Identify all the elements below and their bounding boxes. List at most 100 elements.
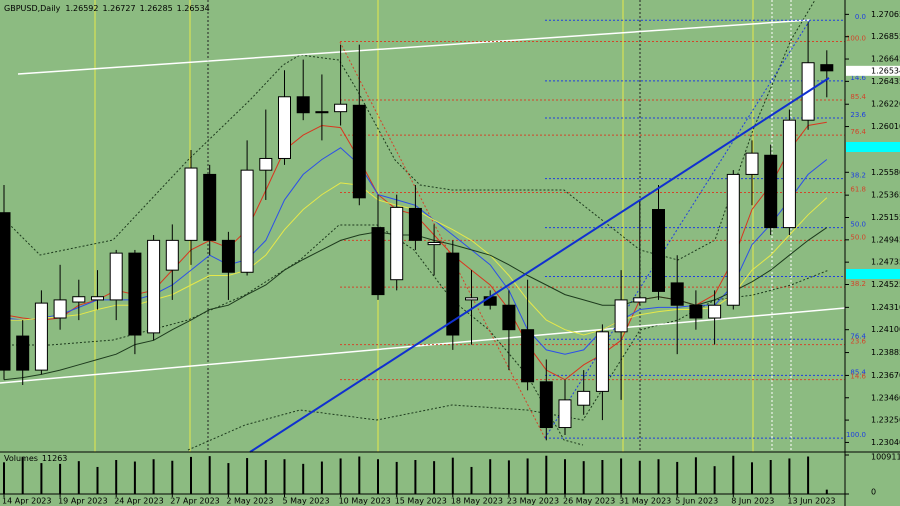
level-marker — [846, 269, 900, 279]
candle-body — [371, 227, 385, 296]
y-tick-label: 1.23250 — [871, 416, 900, 425]
fib-level-label: 23.6 — [850, 338, 866, 346]
x-tick-label: 19 Apr 2023 — [58, 497, 107, 506]
candle-body — [427, 241, 441, 246]
x-tick-label: 23 May 2023 — [507, 497, 559, 506]
fib-level-label: 100.0 — [846, 34, 866, 42]
candle-body — [240, 169, 254, 273]
candle-body — [633, 297, 647, 303]
fib-level-label: 38.2 — [850, 280, 866, 288]
candle-body — [577, 390, 591, 406]
x-tick-label: 5 May 2023 — [283, 497, 330, 506]
volume-title: Volumes — [4, 454, 38, 463]
x-tick-label: 5 Jun 2023 — [675, 497, 718, 506]
fib-level-label: 38.2 — [850, 172, 866, 180]
candle-body — [184, 167, 198, 241]
candle-body — [670, 282, 684, 306]
symbol: GBPUSD,Daily — [4, 4, 61, 13]
volume-tick-label: 0 — [871, 488, 876, 497]
trend-line — [0, 307, 846, 384]
fib-level-label: 23.6 — [850, 111, 866, 119]
candle-body — [446, 252, 460, 336]
candle-body — [502, 304, 516, 331]
candle-body — [745, 152, 759, 175]
candle-body — [352, 104, 366, 199]
candle-body — [147, 239, 161, 334]
x-tick-label: 24 Apr 2023 — [114, 497, 163, 506]
header-open: 1.26592 — [65, 4, 98, 13]
header-low: 1.26285 — [140, 4, 173, 13]
y-tick-label: 1.26220 — [871, 100, 900, 109]
candle-body — [53, 299, 67, 319]
y-tick-label: 1.24735 — [871, 258, 900, 267]
fib-diagonal — [544, 19, 811, 439]
y-tick-label: 1.24310 — [871, 303, 900, 312]
candle-body — [0, 212, 11, 371]
volume-tick-label: 100911 — [871, 453, 900, 462]
x-tick-label: 2 May 2023 — [226, 497, 273, 506]
candle-body — [595, 331, 609, 392]
chart-header: GBPUSD,Daily 1.26592 1.26727 1.26285 1.26534 — [4, 4, 210, 13]
candle-body — [296, 96, 310, 114]
candle-body — [764, 154, 778, 229]
fib-level-label: 14.6 — [850, 74, 866, 82]
candle-body — [334, 103, 348, 113]
fib-level-label: 61.8 — [850, 185, 866, 193]
x-tick-label: 8 Jun 2023 — [731, 497, 774, 506]
candle-body — [128, 252, 142, 336]
y-tick-label: 1.26010 — [871, 122, 900, 131]
x-tick-label: 18 May 2023 — [451, 497, 503, 506]
trend-line — [17, 19, 811, 75]
candle-body — [390, 206, 404, 281]
candle-body — [689, 304, 703, 319]
fib-level-label: 76.4 — [850, 332, 866, 340]
candle-body — [726, 173, 740, 306]
candle-body — [408, 207, 422, 241]
y-tick-label: 1.26435 — [871, 77, 900, 86]
header-high: 1.26727 — [102, 4, 135, 13]
candle-body — [539, 381, 553, 429]
volume-value: 11263 — [42, 454, 67, 463]
volume-header: Volumes 11263 — [4, 454, 67, 463]
current-price-box — [846, 65, 900, 76]
x-tick-label: 27 Apr 2023 — [170, 497, 219, 506]
fib-level-label: 50.0 — [850, 233, 866, 241]
lower-band — [0, 224, 584, 446]
trend-line — [249, 77, 830, 453]
candle-body — [278, 96, 291, 159]
candle-body — [465, 297, 478, 301]
y-tick-label: 1.23885 — [871, 348, 900, 357]
candle-body — [221, 239, 235, 273]
y-tick-label: 1.24945 — [871, 235, 900, 244]
candle-body — [820, 64, 834, 72]
y-tick-label: 1.25155 — [871, 213, 900, 222]
fib-level-label: 14.6 — [850, 373, 866, 381]
upper-band — [0, 0, 816, 261]
candles — [0, 22, 834, 441]
fib-level-label: 76.4 — [850, 128, 866, 136]
lower-band — [187, 269, 830, 451]
candle-body — [165, 239, 179, 271]
candle-body — [558, 399, 572, 429]
y-tick-label: 1.25580 — [871, 168, 900, 177]
candle-body — [203, 173, 217, 241]
y-tick-label: 1.24100 — [871, 325, 900, 334]
candle-body — [708, 304, 722, 319]
fib-level-label: 100.0 — [846, 431, 866, 439]
x-tick-label: 15 May 2023 — [395, 497, 447, 506]
x-tick-label: 13 Jun 2023 — [787, 497, 835, 506]
y-tick-label: 1.26855 — [871, 32, 900, 41]
current-price-label: 1.26534 — [871, 66, 900, 75]
candle-body — [259, 157, 273, 171]
candle-body — [521, 329, 535, 383]
header-close: 1.26534 — [177, 4, 210, 13]
level-marker — [846, 142, 900, 152]
candle-body — [315, 111, 329, 114]
candle-body — [91, 296, 104, 301]
candle-body — [109, 252, 123, 301]
fib-level-label: 0.0 — [855, 13, 866, 21]
candle-body — [72, 296, 86, 303]
candle-body — [614, 299, 628, 333]
y-tick-label: 1.26645 — [871, 55, 900, 64]
